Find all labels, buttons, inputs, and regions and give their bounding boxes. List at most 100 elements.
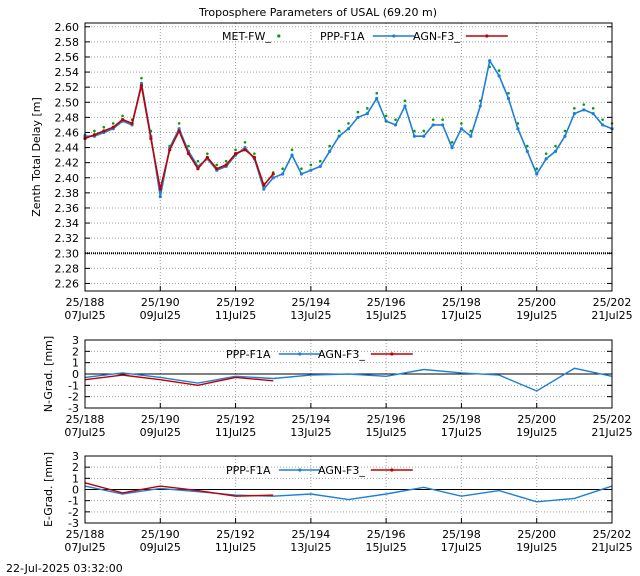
zenith-total-delay-panel: 2.26 2.28 2.30 2.32 2.34 2.36 2.38 2.40 2.42 2.44… — [30, 21, 633, 322]
data-point — [422, 129, 426, 133]
data-point — [366, 107, 369, 110]
x-tick-date-label: 19Jul25 — [516, 541, 557, 554]
legend-swatch-marker — [390, 468, 394, 472]
data-point — [309, 163, 313, 167]
data-point — [337, 134, 341, 138]
data-point — [224, 159, 228, 163]
data-point — [582, 103, 586, 106]
data-point — [573, 107, 576, 110]
y-tick-label: 2.60 — [55, 21, 80, 34]
data-point — [187, 144, 190, 148]
legend-label: PPP-F1A — [320, 30, 365, 43]
series-line — [84, 374, 274, 387]
y-tick-label: 2.58 — [55, 36, 80, 49]
data-point — [544, 152, 548, 155]
data-point — [111, 122, 115, 125]
x-tick-date-label: 11Jul25 — [215, 426, 256, 439]
data-point — [450, 140, 454, 144]
x-tick-label: 25/190 — [141, 413, 180, 426]
data-point — [375, 96, 379, 101]
data-point — [215, 163, 219, 167]
x-tick-label: 25/194 — [292, 296, 331, 309]
y-tick-label: 2.52 — [55, 81, 80, 94]
y-tick-label: 2 — [72, 461, 79, 474]
series-line — [84, 85, 274, 190]
data-point — [252, 155, 256, 159]
legend-label: AGN-F3_ — [318, 348, 365, 361]
data-point — [356, 110, 360, 114]
data-point — [535, 172, 539, 176]
data-point — [346, 127, 351, 131]
data-point — [262, 187, 266, 191]
data-point — [158, 195, 162, 199]
data-point — [196, 159, 200, 163]
data-point — [102, 125, 106, 129]
legend-swatch-marker — [298, 352, 302, 356]
data-point — [488, 59, 492, 63]
y-tick-label: 2.34 — [55, 217, 80, 230]
data-point — [347, 122, 350, 125]
data-point — [300, 167, 303, 171]
data-point — [431, 123, 435, 127]
data-point — [328, 149, 332, 153]
x-tick-date-label: 09Jul25 — [140, 426, 181, 439]
data-point — [168, 148, 172, 152]
data-point — [234, 148, 237, 152]
data-point — [356, 115, 360, 119]
data-point — [243, 145, 247, 150]
legend-swatch-marker — [277, 34, 281, 38]
x-tick-date-label: 13Jul25 — [290, 541, 331, 554]
x-tick-date-label: 11Jul25 — [215, 309, 256, 322]
legend-label: PPP-F1A — [226, 464, 271, 477]
data-point — [93, 129, 96, 133]
data-point — [507, 91, 510, 95]
x-tick-label: 25/200 — [517, 413, 556, 426]
x-tick-label: 25/188 — [66, 296, 105, 309]
y-tick-label: -3 — [68, 517, 79, 530]
data-point — [506, 96, 511, 101]
data-point — [196, 167, 200, 171]
data-point — [206, 152, 209, 155]
data-point — [130, 121, 134, 126]
y-tick-label: 2.56 — [55, 51, 80, 64]
legend-label: PPP-F1A — [226, 348, 271, 361]
data-point — [553, 149, 558, 153]
series-line — [84, 485, 613, 503]
y-tick-label: 2.36 — [55, 202, 80, 215]
y-tick-label: -2 — [68, 506, 79, 519]
data-point — [591, 107, 595, 110]
x-tick-date-label: 07Jul25 — [64, 309, 105, 322]
data-point — [299, 172, 304, 176]
y-tick-label: 3 — [72, 450, 79, 463]
x-tick-date-label: 17Jul25 — [441, 541, 482, 554]
data-point — [121, 118, 125, 122]
data-point — [497, 69, 501, 72]
data-point — [375, 91, 379, 95]
x-tick-date-label: 09Jul25 — [140, 541, 181, 554]
data-point — [394, 118, 397, 121]
data-point — [441, 118, 444, 121]
data-point — [582, 108, 586, 112]
data-point — [253, 152, 256, 155]
y-tick-label: 2 — [72, 345, 79, 358]
y-tick-label: 3 — [72, 334, 79, 347]
data-point — [309, 168, 313, 172]
data-point — [290, 148, 294, 152]
data-point — [526, 144, 529, 148]
y-axis-label: N-Grad. [mm] — [42, 336, 55, 412]
data-point — [563, 129, 567, 133]
data-point — [262, 183, 266, 187]
x-tick-label: 25/194 — [292, 528, 331, 541]
data-point — [318, 159, 322, 163]
data-point — [186, 152, 191, 156]
data-point — [337, 129, 341, 133]
x-tick-date-label: 13Jul25 — [290, 309, 331, 322]
data-point — [121, 114, 124, 118]
data-point — [554, 144, 557, 148]
series-line — [84, 482, 274, 497]
data-point — [177, 122, 181, 125]
data-point — [233, 152, 238, 156]
